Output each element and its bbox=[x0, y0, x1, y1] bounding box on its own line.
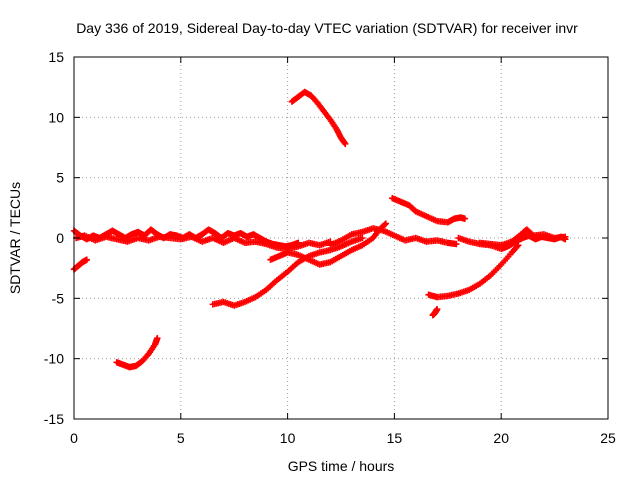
x-axis-label: GPS time / hours bbox=[288, 458, 395, 474]
data-point bbox=[359, 234, 366, 242]
axis-ticks: 0 5 10 15 20 25 -15 -10 -5 0 5 10 15 bbox=[44, 49, 616, 446]
series-arc-dip bbox=[429, 305, 441, 319]
series-arc-baseline-2 bbox=[72, 232, 334, 253]
series-arc-early-drop bbox=[70, 256, 91, 273]
data-point bbox=[461, 215, 469, 222]
data-point bbox=[433, 305, 441, 313]
data-point bbox=[83, 256, 91, 263]
y-tick-label: -15 bbox=[44, 411, 64, 427]
series-arc-low-left bbox=[113, 334, 161, 371]
y-tick-label: 0 bbox=[56, 230, 64, 246]
x-tick-label: 10 bbox=[280, 430, 296, 446]
data-point bbox=[381, 221, 388, 228]
data-point bbox=[154, 334, 161, 342]
series-arc-mid-cluster bbox=[327, 225, 460, 249]
y-tick-label: 15 bbox=[48, 49, 64, 65]
x-tick-label: 0 bbox=[70, 430, 78, 446]
y-axis-label: SDTVAR / TECUs bbox=[7, 182, 23, 294]
x-tick-label: 20 bbox=[493, 430, 509, 446]
y-tick-label: -10 bbox=[44, 351, 64, 367]
series-arc-high-peak bbox=[288, 88, 349, 148]
series-arc-low-right bbox=[425, 242, 522, 301]
data-points bbox=[70, 88, 569, 371]
series-arc-crossing bbox=[267, 220, 390, 268]
data-point bbox=[453, 240, 460, 248]
series-arc-right-upper bbox=[476, 226, 569, 249]
data-point bbox=[342, 140, 349, 148]
series-arc-upper-mid bbox=[389, 194, 469, 226]
y-tick-label: -5 bbox=[52, 290, 65, 306]
y-tick-label: 10 bbox=[48, 109, 64, 125]
y-tick-label: 5 bbox=[56, 170, 64, 186]
x-tick-label: 5 bbox=[177, 430, 185, 446]
series-arc-rising-mid bbox=[209, 234, 366, 309]
data-point bbox=[562, 233, 569, 240]
data-point bbox=[382, 220, 390, 227]
chart-title: Day 336 of 2019, Sidereal Day-to-day VTE… bbox=[76, 20, 578, 36]
x-tick-label: 15 bbox=[387, 430, 403, 446]
x-tick-label: 25 bbox=[600, 430, 616, 446]
